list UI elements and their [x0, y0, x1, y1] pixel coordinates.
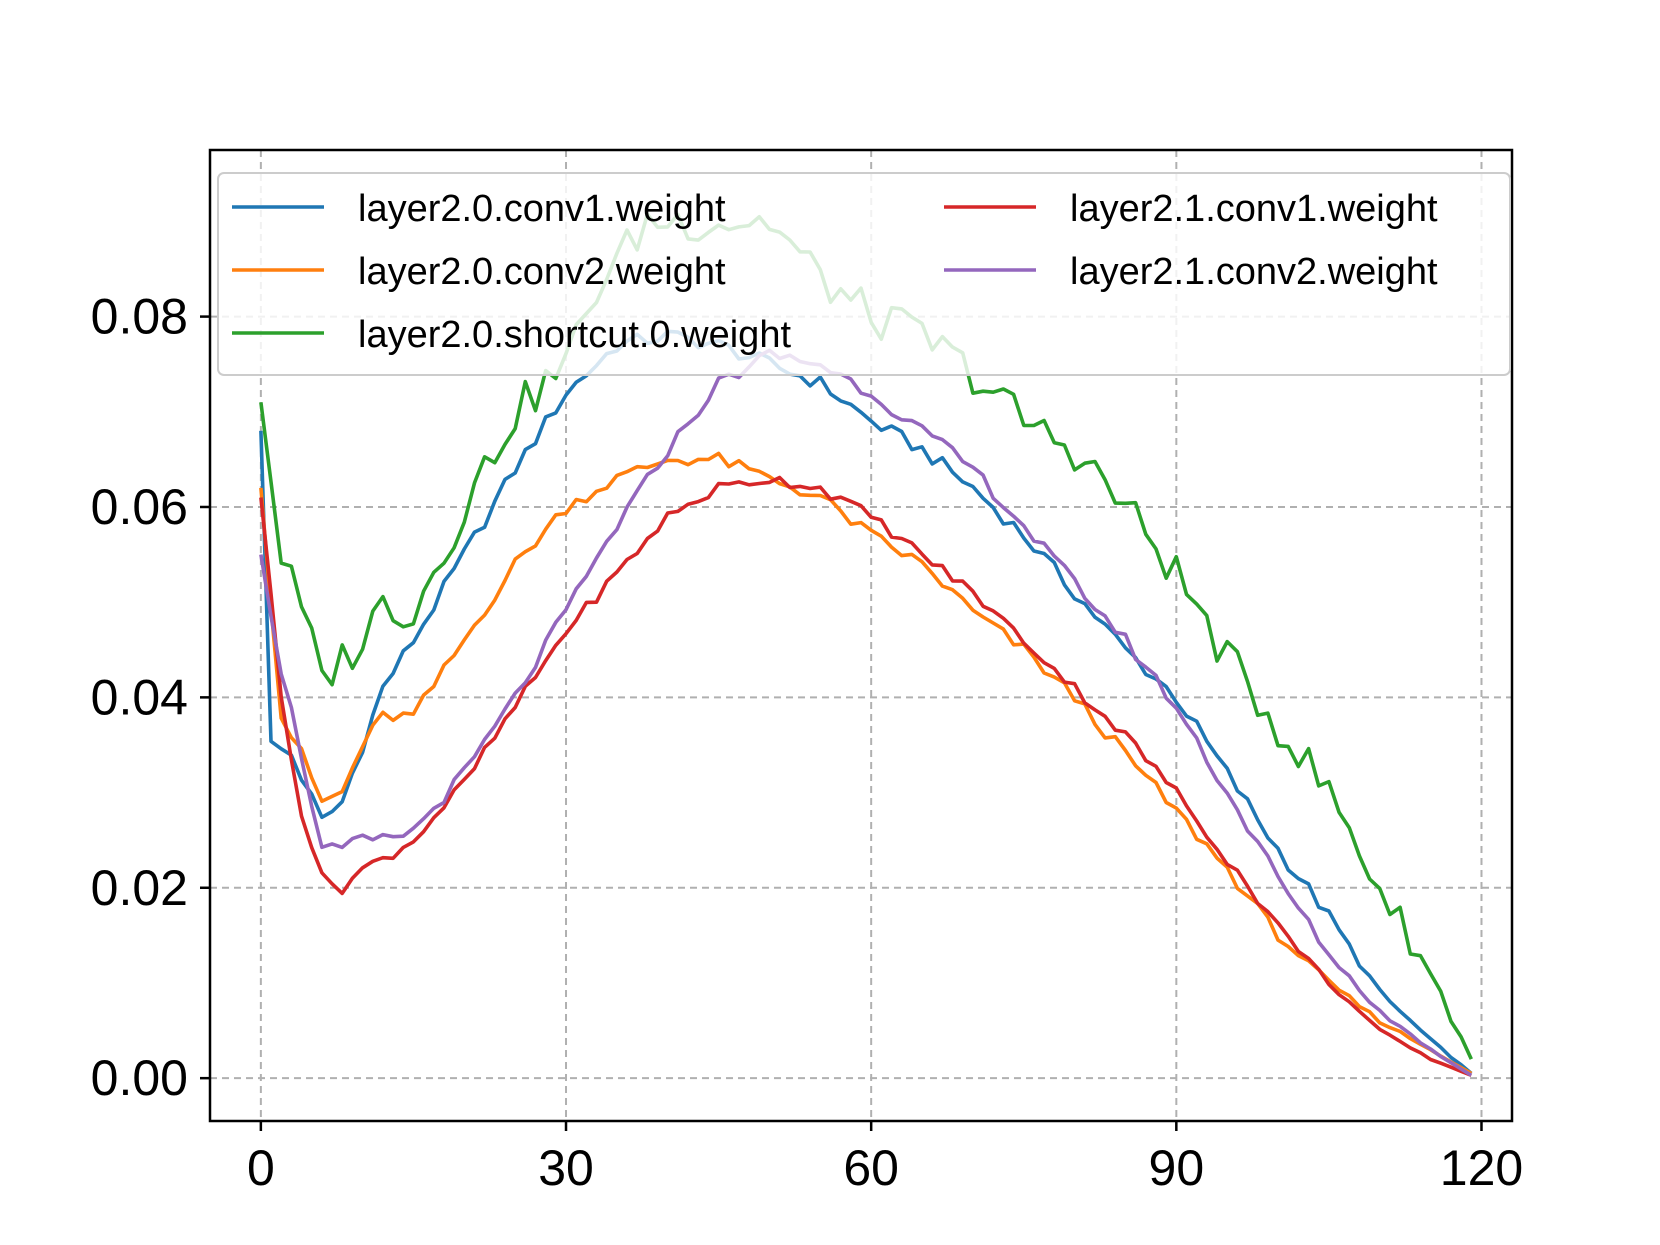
y-tick-label: 0.04: [91, 669, 188, 725]
legend-box: [217, 172, 1511, 376]
legend-label: layer2.1.conv1.weight: [1070, 188, 1438, 230]
legend-label: layer2.0.shortcut.0.weight: [358, 314, 791, 356]
y-tick-label: 0.08: [91, 289, 188, 345]
series-line: [259, 329, 1473, 1075]
legend-label: layer2.1.conv2.weight: [1070, 251, 1438, 293]
series-line: [259, 451, 1473, 1075]
x-tick-label: 120: [1440, 1140, 1523, 1196]
legend-label: layer2.0.conv1.weight: [358, 188, 726, 230]
x-tick-label: 90: [1149, 1140, 1205, 1196]
y-tick-label: 0.06: [91, 479, 188, 535]
y-tick-label: 0.02: [91, 860, 188, 916]
x-tick-label: 60: [843, 1140, 899, 1196]
legend-label: layer2.0.conv2.weight: [358, 251, 726, 293]
y-axis-ticks: 0.00 0.02 0.04 0.06 0.08: [91, 289, 210, 1106]
y-tick-label: 0.00: [91, 1050, 188, 1106]
x-tick-label: 0: [247, 1140, 275, 1196]
series-line: [259, 475, 1472, 1077]
legend: layer2.0.conv1.weight layer2.0.conv2.weig…: [217, 172, 1511, 376]
plot-frame: [208, 148, 1514, 1123]
series-line: [259, 348, 1473, 1077]
x-tick-label: 30: [538, 1140, 594, 1196]
x-axis-ticks: 0 30 60 90 120: [247, 1121, 1523, 1196]
